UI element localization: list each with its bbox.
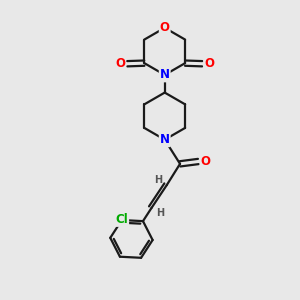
Text: O: O xyxy=(160,21,170,34)
Text: O: O xyxy=(201,155,211,168)
Text: Cl: Cl xyxy=(116,213,128,226)
Text: N: N xyxy=(160,68,170,81)
Text: H: H xyxy=(156,208,164,218)
Text: H: H xyxy=(154,175,163,185)
Text: O: O xyxy=(115,57,125,70)
Text: O: O xyxy=(204,57,214,70)
Text: N: N xyxy=(160,133,170,146)
